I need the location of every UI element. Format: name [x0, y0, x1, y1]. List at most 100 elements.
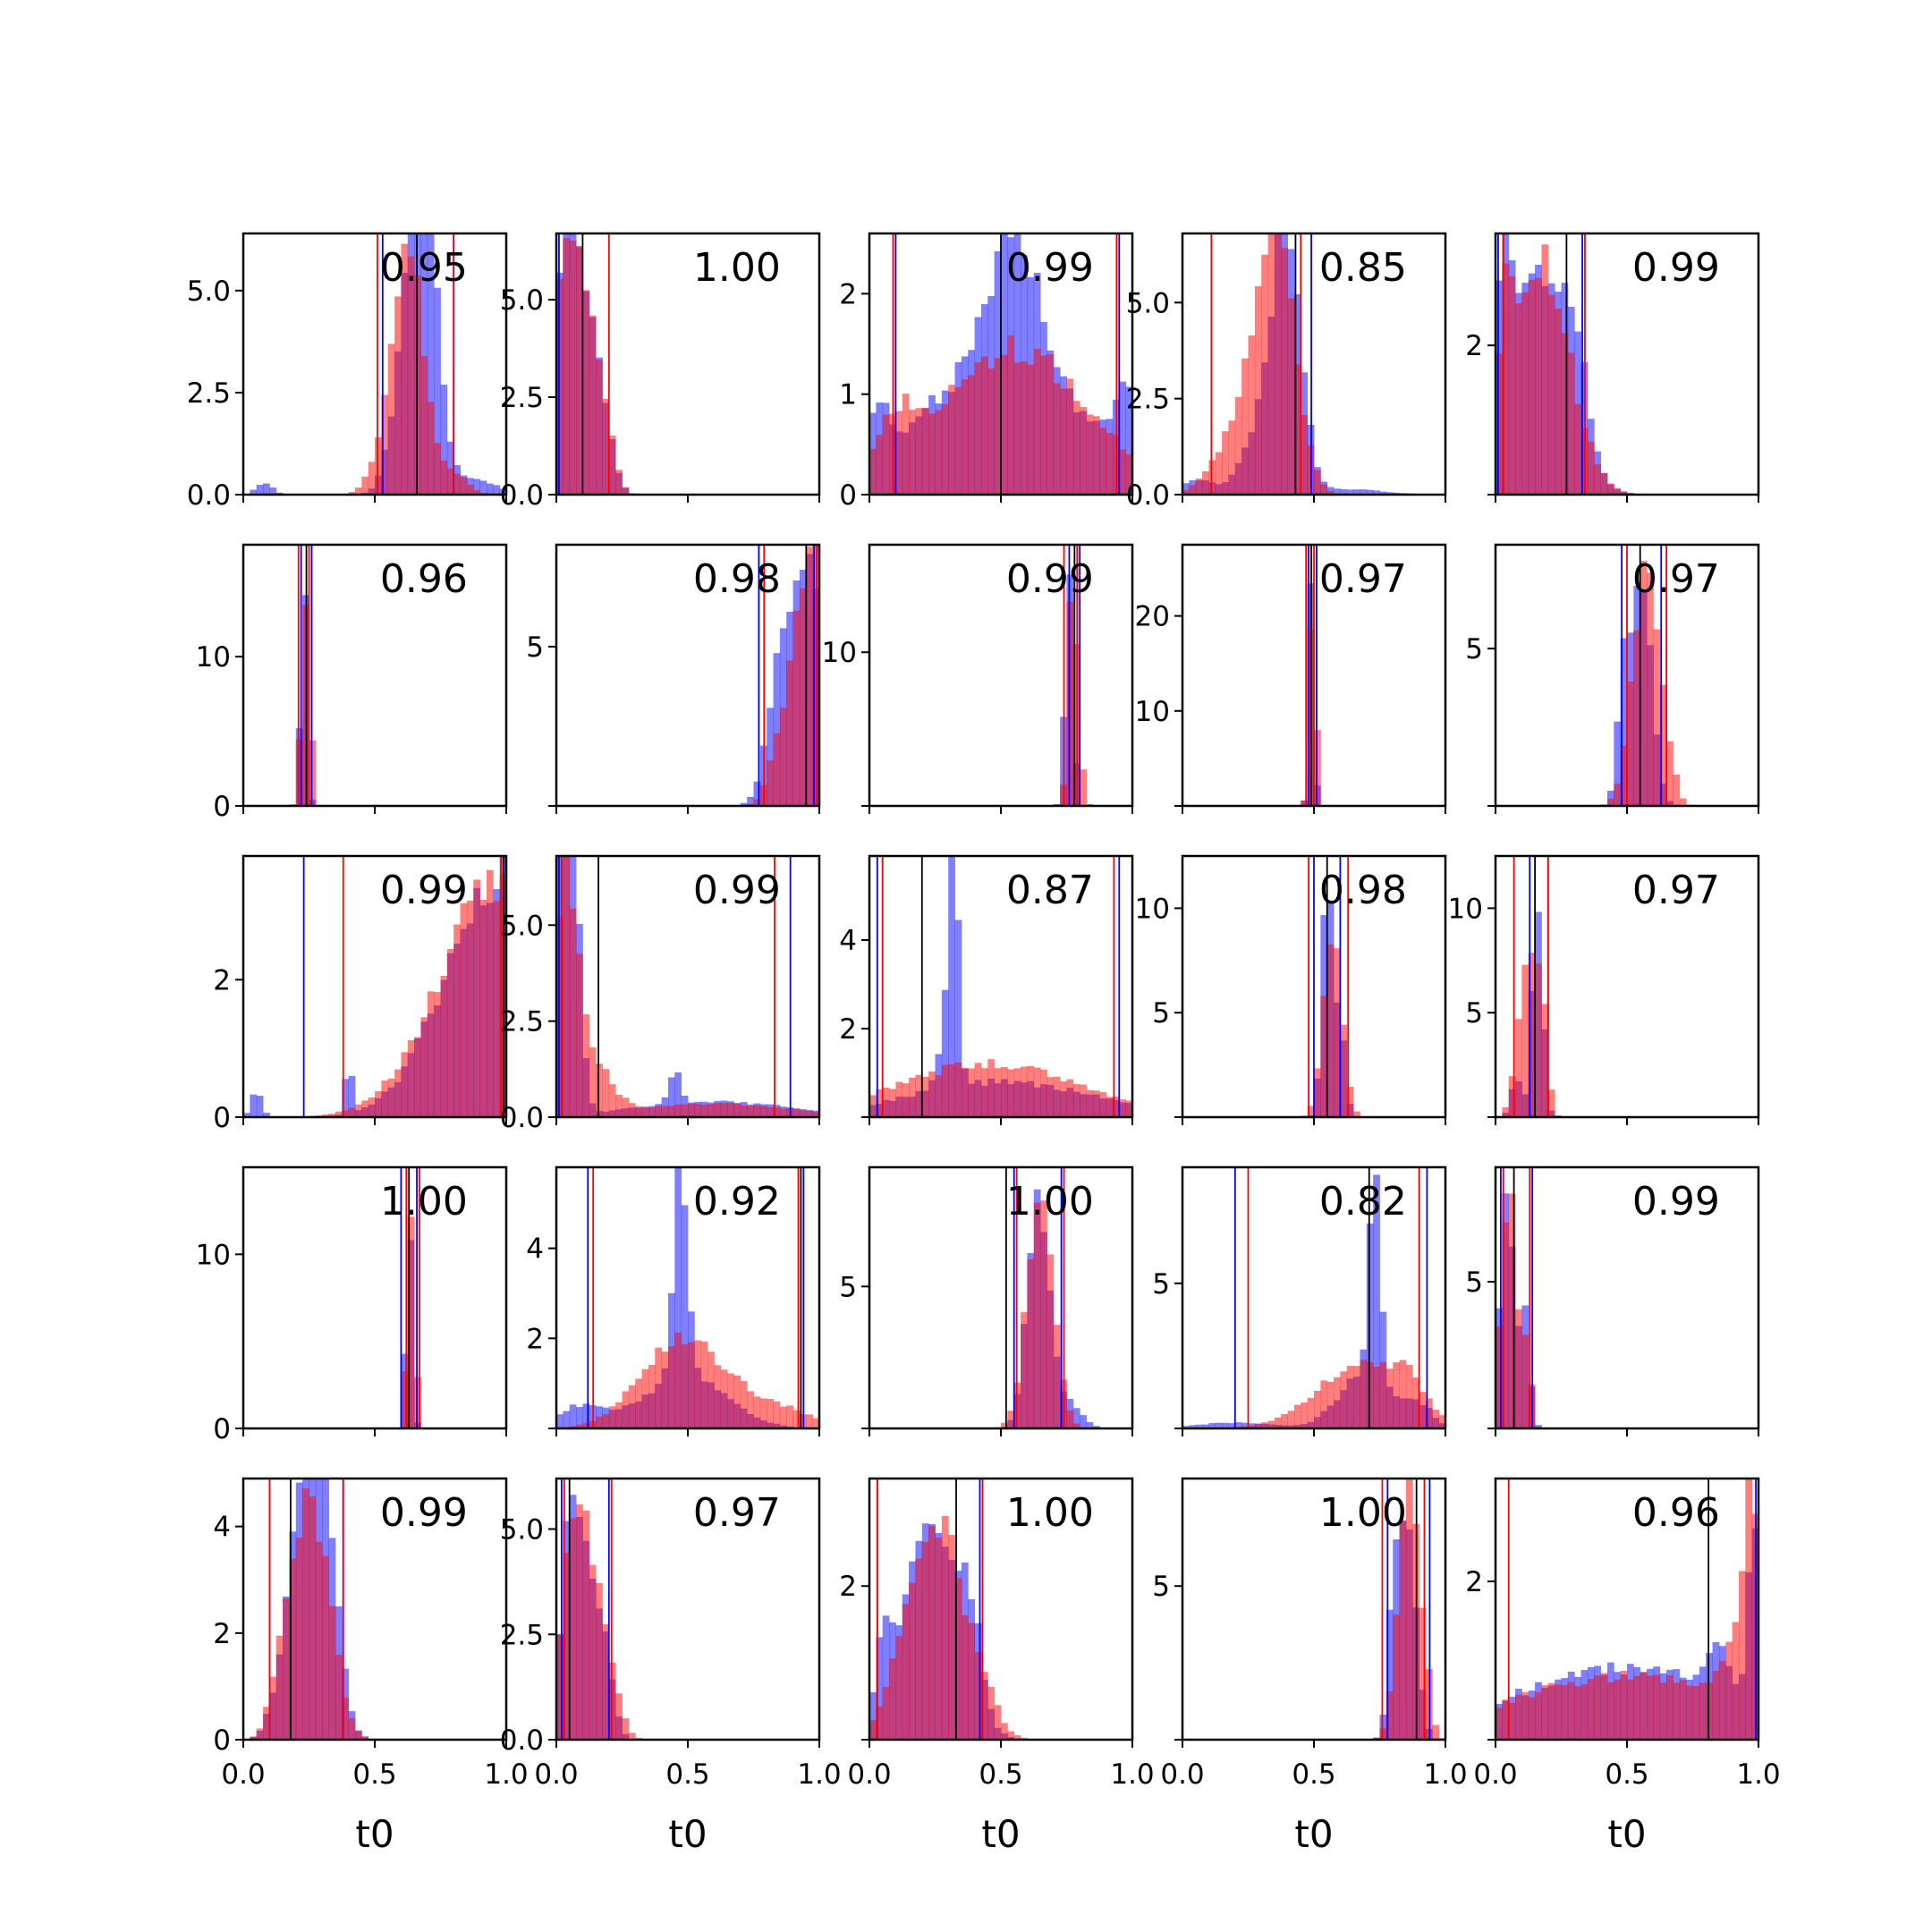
blue-bar — [1202, 1424, 1209, 1428]
red-bar — [283, 1598, 290, 1740]
panel-3: 0 1 2 0.99 — [839, 232, 1134, 512]
red-bar — [596, 360, 603, 495]
red-bar — [792, 1108, 801, 1117]
red-bar — [994, 358, 1002, 495]
red-bar — [799, 588, 807, 806]
red-bar — [681, 1343, 689, 1428]
red-bar — [576, 953, 583, 1117]
red-bar — [1594, 464, 1601, 495]
red-bar — [361, 1100, 369, 1117]
red-bar — [361, 476, 369, 495]
red-bar — [407, 1039, 415, 1117]
blue-bar — [582, 1403, 590, 1428]
y-tick-label: 5 — [839, 1271, 857, 1303]
y-tick-label: 5.0 — [500, 284, 544, 317]
red-bar — [1508, 1702, 1516, 1740]
panel-annotation: 0.85 — [1319, 245, 1407, 291]
red-bar — [882, 1087, 890, 1117]
blue-bar — [576, 1407, 583, 1428]
red-bar — [1125, 454, 1132, 495]
panel-annotation: 1.00 — [380, 1179, 468, 1224]
red-bar — [1547, 1089, 1555, 1117]
red-bar — [792, 1410, 801, 1428]
red-bar — [1496, 1326, 1503, 1428]
panel-23: 2 0.0 0.5 1.0 t0 1.00 — [839, 1477, 1155, 1856]
panel-17: 240.92 — [526, 1165, 821, 1436]
red-bar — [1033, 1067, 1041, 1117]
red-bar — [733, 1375, 741, 1428]
y-tick-label: 1 — [839, 379, 857, 411]
red-bar — [1234, 396, 1242, 495]
red-bar — [608, 1406, 616, 1428]
red-bar — [994, 1705, 1002, 1740]
red-bar — [1567, 352, 1575, 495]
red-bar — [596, 1063, 603, 1117]
red-bar — [387, 1078, 395, 1117]
red-bar — [961, 1067, 969, 1117]
red-bar — [1502, 1222, 1510, 1428]
blue-bar — [747, 796, 754, 806]
panel-16: 0 10 1.00 — [196, 1165, 508, 1445]
plot-area — [556, 233, 636, 495]
red-bar — [1208, 460, 1216, 495]
blue-bar — [563, 1411, 571, 1428]
red-bar — [1281, 248, 1288, 495]
red-bar — [315, 1541, 323, 1740]
plot-area — [1373, 1479, 1445, 1740]
red-bar — [375, 437, 382, 495]
red-bar — [1099, 428, 1106, 495]
red-bar — [1086, 1089, 1094, 1117]
red-bar — [1001, 354, 1008, 495]
red-bar — [1066, 601, 1074, 806]
red-bar — [941, 1515, 949, 1740]
red-bar — [961, 1615, 969, 1740]
blue-bar — [1340, 488, 1348, 495]
red-bar — [1627, 1679, 1634, 1740]
red-bar — [556, 278, 564, 495]
red-bar — [335, 1655, 343, 1740]
plot-area — [400, 1167, 421, 1428]
y-tick-label: 5.0 — [1126, 287, 1170, 319]
red-bar — [289, 1558, 297, 1740]
plot-area — [250, 233, 506, 495]
y-tick-label: 10 — [1135, 696, 1170, 728]
red-bar — [1066, 1410, 1074, 1428]
red-bar — [473, 879, 480, 1117]
red-bar — [1373, 1366, 1380, 1428]
y-tick-label: 5 — [1465, 997, 1483, 1030]
red-bar — [440, 461, 448, 495]
red-bar — [935, 410, 943, 495]
red-bar — [779, 1406, 787, 1428]
red-bar — [1606, 798, 1614, 806]
red-bar — [941, 1064, 949, 1117]
red-bar — [753, 1396, 761, 1428]
panel-annotation: 0.82 — [1319, 1179, 1407, 1224]
red-bar — [1215, 452, 1223, 495]
red-bar — [582, 290, 590, 495]
panel-4: 0.0 2.5 5.0 0.85 — [1126, 232, 1447, 512]
blue-bar — [1119, 381, 1127, 495]
red-bar — [1673, 774, 1681, 806]
red-bar — [1346, 1087, 1354, 1117]
red-bar — [1535, 1691, 1542, 1740]
red-bar — [747, 1106, 754, 1117]
panel-annotation: 0.99 — [1006, 245, 1094, 291]
y-tick-label: 0 — [213, 1724, 231, 1757]
plot-area — [556, 856, 819, 1117]
red-bar — [1001, 1066, 1008, 1117]
panel-10: 50.97 — [1465, 543, 1760, 814]
y-tick-label: 2 — [526, 1323, 544, 1355]
blue-bar — [667, 1077, 675, 1117]
plot-area — [1496, 856, 1562, 1117]
red-bar — [1574, 1686, 1581, 1740]
red-bar — [700, 1104, 708, 1117]
red-bar — [921, 407, 929, 495]
red-bar — [1561, 333, 1569, 495]
red-bar — [1614, 784, 1622, 806]
panel-annotation: 0.92 — [693, 1179, 781, 1224]
blue-bar — [869, 1691, 877, 1740]
red-bar — [1189, 485, 1197, 495]
blue-bar — [493, 485, 501, 495]
y-tick-label: 2 — [1465, 1566, 1483, 1598]
panel-annotation: 0.96 — [1632, 1490, 1720, 1536]
